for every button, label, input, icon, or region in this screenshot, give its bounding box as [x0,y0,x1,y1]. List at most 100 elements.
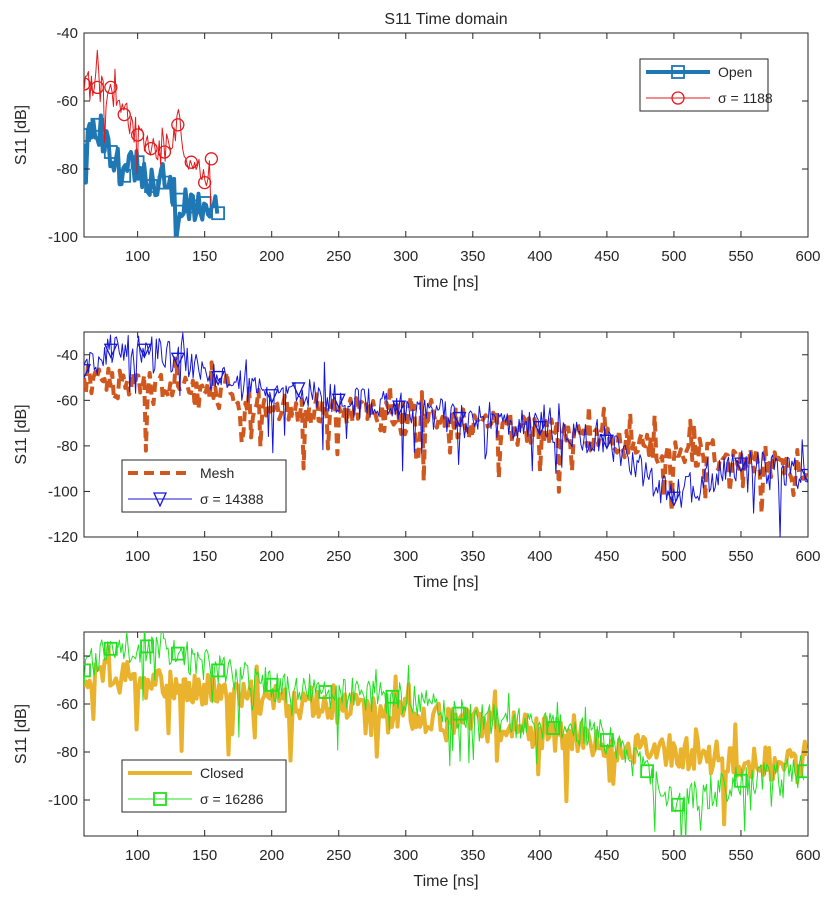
data-point [103,343,118,359]
x-tick-label: 400 [527,548,552,565]
x-axis-label: Time [ns] [413,274,478,291]
series-line [84,356,808,516]
data-point [140,639,154,654]
series-line [84,332,807,537]
y-tick-label: -40 [56,648,78,665]
x-tick-label: 450 [594,847,619,864]
x-tick-label: 400 [527,847,552,864]
x-tick-label: 550 [728,847,753,864]
panel-mesh: 100 150 200 250 300 350 400 450 500 550 600 -40 -60 -… [13,331,821,591]
data-point [117,168,132,183]
y-axis-label: S11 [dB] [13,404,30,464]
y-axis-label: S11 [dB] [13,105,30,165]
y-tick-label: -40 [56,25,78,42]
x-tick-label: 350 [460,847,485,864]
legend: Closed σ = 16286 [121,759,287,813]
legend-marker [671,65,685,79]
legend-label: Closed [200,765,244,781]
data-point [84,128,91,142]
data-point [184,199,199,214]
legend: Mesh σ = 14388 [121,459,287,513]
data-point [184,155,198,169]
data-point [170,192,185,207]
data-point [264,677,279,692]
data-point [144,141,158,156]
x-tick-label: 300 [393,847,418,864]
data-point [546,721,561,735]
y-tick-label: -80 [56,161,78,178]
legend-label: σ = 1188 [718,90,773,106]
data-point [599,733,614,747]
legend-box [121,759,287,813]
series-line [84,49,212,206]
x-tick-label: 100 [125,248,150,265]
data-point [157,175,172,190]
legend: Open σ = 1188 [639,58,773,112]
data-point [157,145,172,159]
x-axis-label: Time [ns] [413,873,478,890]
data-point [103,145,118,159]
data-point [291,382,306,398]
data-point [103,641,118,656]
data-point [392,400,407,416]
data-point [90,80,105,95]
data-point [264,389,279,405]
data-point [137,343,152,359]
x-tick-label: 500 [661,847,686,864]
legend-label: σ = 16286 [200,791,264,807]
data-point [599,434,614,450]
x-tick-label: 500 [661,548,686,565]
y-tick-label: -40 [56,347,78,364]
panel-closed: 100 150 200 250 300 350 400 450 500 550 600 -40 -60 -… [13,631,821,890]
data-point [204,152,219,166]
data-point [797,764,808,779]
legend-label: σ = 14388 [200,491,264,507]
data-point [84,663,91,678]
x-tick-label: 250 [326,248,351,265]
series-line [84,644,808,827]
legend-marker [152,492,168,508]
data-point [733,457,748,473]
x-tick-label: 600 [795,248,820,265]
y-tick-label: -120 [48,529,78,546]
data-point [211,663,225,678]
data-point [800,468,808,485]
x-tick-label: 100 [125,847,150,864]
y-tick-label: -80 [56,744,78,761]
y-tick-label: -60 [56,392,78,409]
y-tick-label: -100 [48,483,78,500]
x-tick-label: 300 [393,248,418,265]
data-point [734,773,748,788]
legend-marker [153,792,167,806]
data-point [666,491,681,507]
data-point [84,77,91,91]
x-tick-label: 100 [125,548,150,565]
panel-open: 100 150 200 250 300 350 400 450 500 550 600 -40 -60 -… [13,25,821,291]
x-tick-label: 150 [192,248,217,265]
x-tick-label: 550 [728,248,753,265]
data-point [130,128,145,142]
x-tick-label: 500 [661,248,686,265]
data-point [211,206,225,221]
x-tick-label: 250 [326,847,351,864]
x-tick-label: 550 [728,548,753,565]
x-tick-label: 150 [192,847,217,864]
x-tick-label: 400 [527,248,552,265]
data-point [640,764,655,779]
y-tick-label: -60 [56,93,78,110]
data-point [211,370,226,387]
series-group [84,332,808,537]
y-tick-label: -80 [56,438,78,455]
data-point [331,393,346,409]
series-group [84,632,808,836]
x-tick-label: 600 [795,847,820,864]
data-point [144,179,158,193]
data-point [170,646,185,661]
series-group [84,49,225,237]
y-tick-label: -60 [56,696,78,713]
x-tick-label: 200 [259,548,284,565]
x-tick-label: 600 [795,548,820,565]
data-point [104,80,118,95]
data-point [532,421,547,437]
